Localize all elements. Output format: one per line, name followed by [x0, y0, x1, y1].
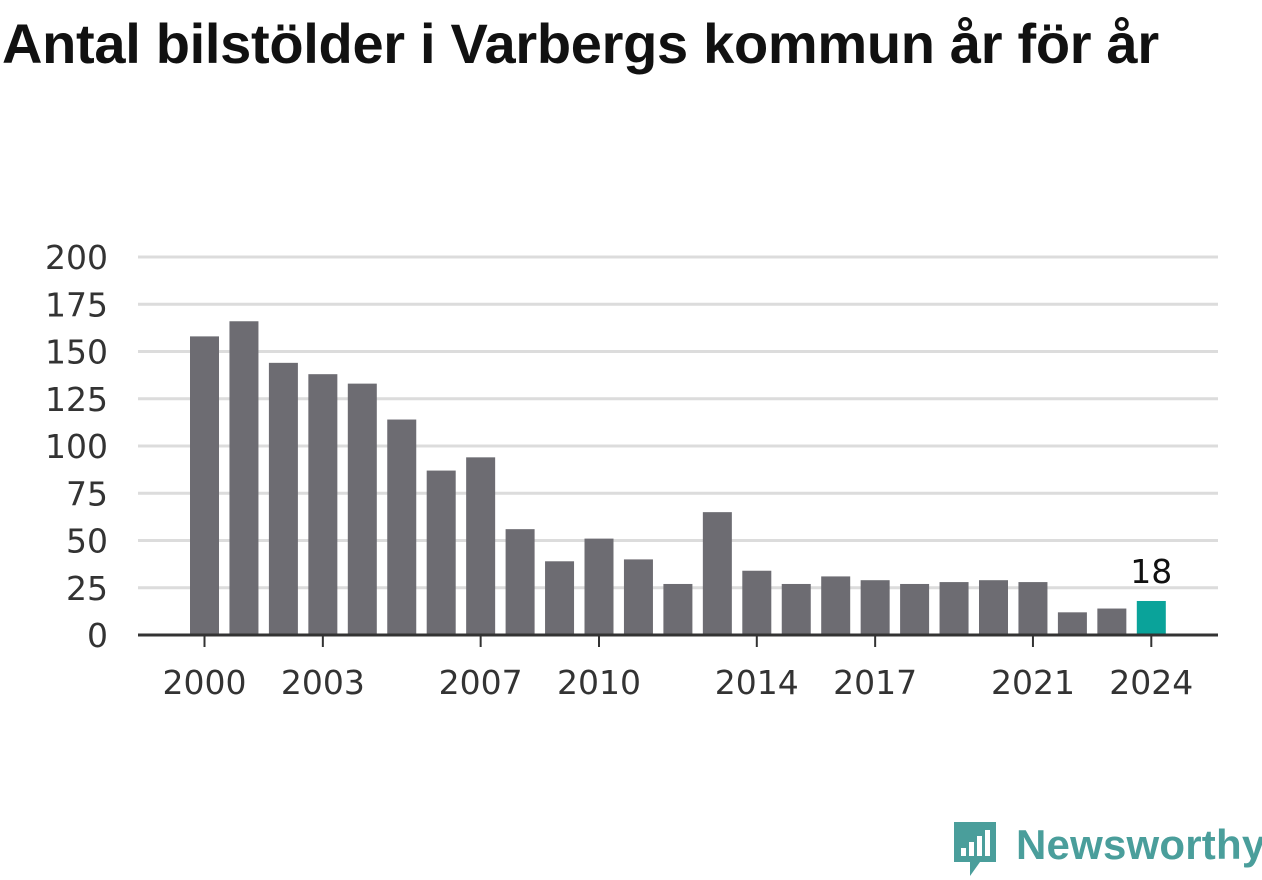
- x-tick-label: 2010: [557, 663, 641, 702]
- y-tick-label: 175: [45, 285, 108, 324]
- bar-2019: [939, 582, 969, 635]
- y-tick-label: 0: [87, 616, 108, 655]
- x-axis: [138, 633, 1218, 647]
- y-tick-label: 25: [66, 569, 108, 608]
- gridlines: [138, 255, 1218, 590]
- y-tick-label: 200: [45, 238, 108, 277]
- bar-2020: [979, 580, 1008, 635]
- bar-2008: [505, 529, 535, 635]
- y-tick-label: 100: [45, 427, 108, 466]
- bars: [190, 321, 1166, 635]
- chart-title: Antal bilstölder i Varbergs kommun år fö…: [2, 12, 1159, 75]
- bar-2001: [229, 321, 259, 635]
- x-axis-labels: 2000 2003 2007 2010 2014 2017 2021 2024: [163, 663, 1194, 702]
- bar-2009: [545, 561, 575, 635]
- bar-2007: [466, 457, 496, 635]
- bar-2023: [1097, 608, 1127, 635]
- y-tick-label: 50: [66, 522, 108, 561]
- bar-2003: [308, 374, 338, 635]
- y-axis-labels: 0 25 50 75 100 125 150 175 200: [45, 238, 108, 655]
- bar-2017: [860, 580, 890, 635]
- x-tick-label: 2000: [163, 663, 247, 702]
- bar-2018: [900, 583, 930, 635]
- bar-2002: [268, 362, 298, 635]
- data-labels: 18: [1130, 552, 1172, 591]
- y-tick-label: 125: [45, 380, 108, 419]
- bar-2015: [781, 583, 811, 635]
- y-tick-label: 150: [45, 333, 108, 372]
- newsworthy-logo: Newsworthy: [950, 818, 1262, 880]
- brand-name: Newsworthy: [1016, 821, 1262, 868]
- newsworthy-logo-icon: [954, 822, 996, 876]
- x-tick-label: 2021: [991, 663, 1075, 702]
- data-label-2024: 18: [1130, 552, 1172, 591]
- bar-2004: [347, 383, 377, 635]
- x-tick-label: 2003: [281, 663, 365, 702]
- bar-2011: [623, 559, 653, 635]
- x-tick-label: 2007: [439, 663, 523, 702]
- bar-2012: [663, 583, 693, 635]
- bar-2006: [426, 470, 456, 635]
- bar-2010: [584, 538, 614, 635]
- x-tick-label: 2024: [1109, 663, 1193, 702]
- bar-2000: [190, 336, 219, 635]
- y-tick-label: 75: [66, 474, 108, 513]
- bar-2022: [1057, 612, 1087, 635]
- x-tick-label: 2014: [715, 663, 799, 702]
- x-tick-label: 2017: [833, 663, 917, 702]
- bar-2021: [1018, 582, 1048, 635]
- bar-2013: [702, 512, 732, 635]
- bar-2016: [821, 576, 851, 635]
- bar-2014: [742, 570, 772, 635]
- bar-2024: [1136, 600, 1166, 635]
- bar-2005: [387, 419, 417, 635]
